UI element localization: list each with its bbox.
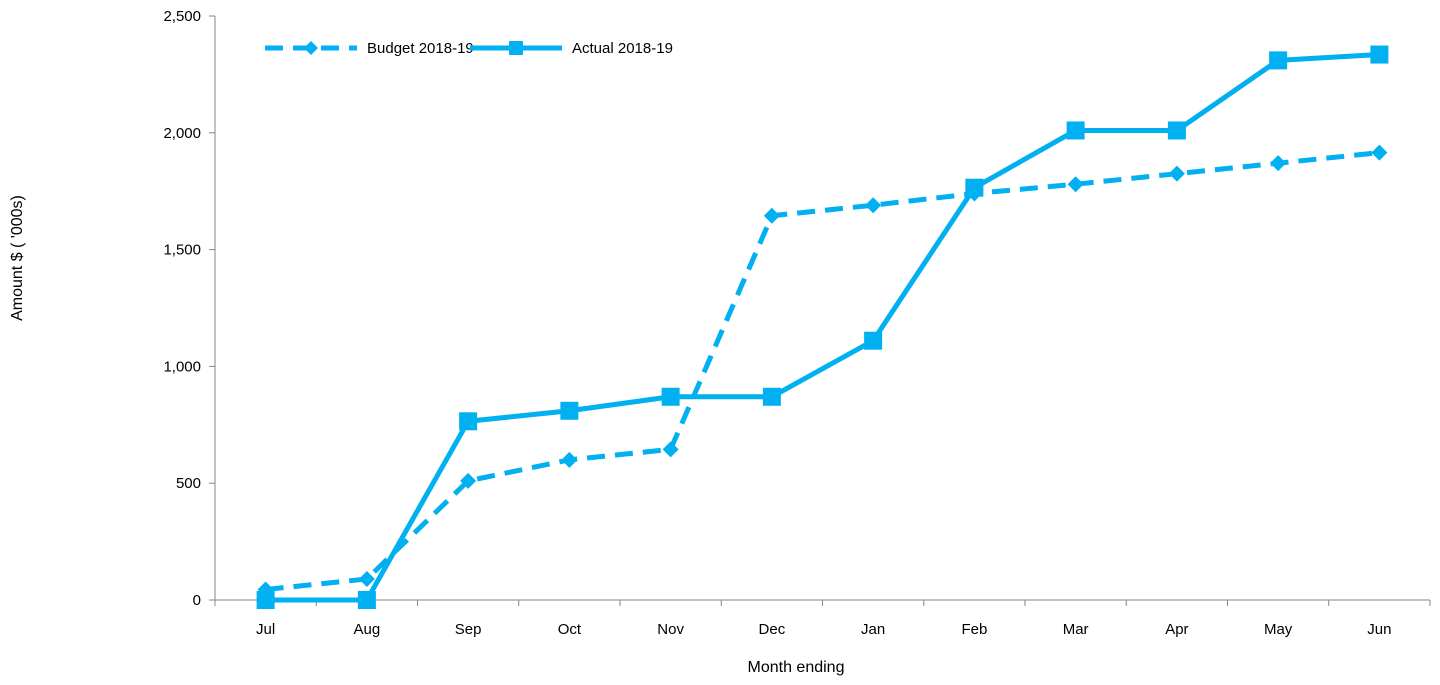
y-axis-title: Amount $ ( '000s)	[9, 195, 26, 321]
data-point-marker	[1270, 155, 1287, 172]
tick-labels: 0 500 1,000 1,500 2,000 2,500 Jul Aug Sep Oct Nov D…	[163, 8, 1391, 638]
data-point-marker	[865, 197, 882, 214]
legend-marker	[509, 41, 523, 55]
legend-item: Budget 2018-19	[265, 40, 474, 57]
legend-marker	[304, 41, 318, 55]
x-tick-label: Jun	[1367, 621, 1391, 638]
x-tick-label: Feb	[961, 621, 987, 638]
series-line	[265, 52, 1380, 603]
series-layer	[256, 45, 1389, 609]
data-point-marker	[763, 207, 780, 224]
data-point-marker	[561, 451, 578, 468]
data-point-marker	[1168, 165, 1185, 182]
y-tick-label: 0	[193, 592, 201, 609]
y-tick-label: 1,500	[163, 242, 201, 259]
legend-label: Actual 2018-19	[572, 40, 673, 57]
x-tick-label: Mar	[1063, 621, 1089, 638]
data-point-marker	[560, 401, 579, 420]
x-tick-label: Dec	[759, 621, 786, 638]
data-point-marker	[1067, 176, 1084, 193]
legend-label: Budget 2018-19	[367, 40, 474, 57]
series-actual	[256, 45, 1389, 609]
data-point-marker	[1167, 121, 1186, 140]
data-point-marker	[1269, 51, 1288, 70]
data-point-marker	[1371, 144, 1388, 161]
x-tick-label: Aug	[354, 621, 381, 638]
y-tick-label: 2,500	[163, 8, 201, 25]
y-tick-label: 1,000	[163, 358, 201, 375]
x-tick-label: Oct	[558, 621, 582, 638]
data-point-marker	[357, 591, 376, 609]
data-point-marker	[358, 570, 375, 587]
x-tick-label: Jan	[861, 621, 885, 638]
axes	[209, 15, 1431, 606]
x-tick-label: Jul	[256, 621, 275, 638]
data-point-marker	[762, 387, 781, 406]
data-point-marker	[965, 178, 984, 197]
legend: Budget 2018-19 Actual 2018-19	[265, 40, 673, 57]
x-tick-label: Apr	[1165, 621, 1188, 638]
x-tick-label: May	[1264, 621, 1293, 638]
series-line	[265, 150, 1380, 592]
data-point-marker	[256, 591, 275, 609]
legend-item: Actual 2018-19	[470, 40, 673, 57]
y-tick-label: 500	[176, 475, 201, 492]
data-point-marker	[460, 472, 477, 489]
data-point-marker	[459, 412, 478, 431]
x-tick-label: Sep	[455, 621, 482, 638]
data-point-marker	[1370, 45, 1389, 64]
data-point-marker	[1066, 121, 1085, 140]
x-tick-label: Nov	[657, 621, 684, 638]
x-axis-title: Month ending	[748, 659, 845, 676]
data-point-marker	[864, 331, 883, 350]
data-point-marker	[661, 387, 680, 406]
y-tick-label: 2,000	[163, 125, 201, 142]
data-point-marker	[662, 441, 679, 458]
